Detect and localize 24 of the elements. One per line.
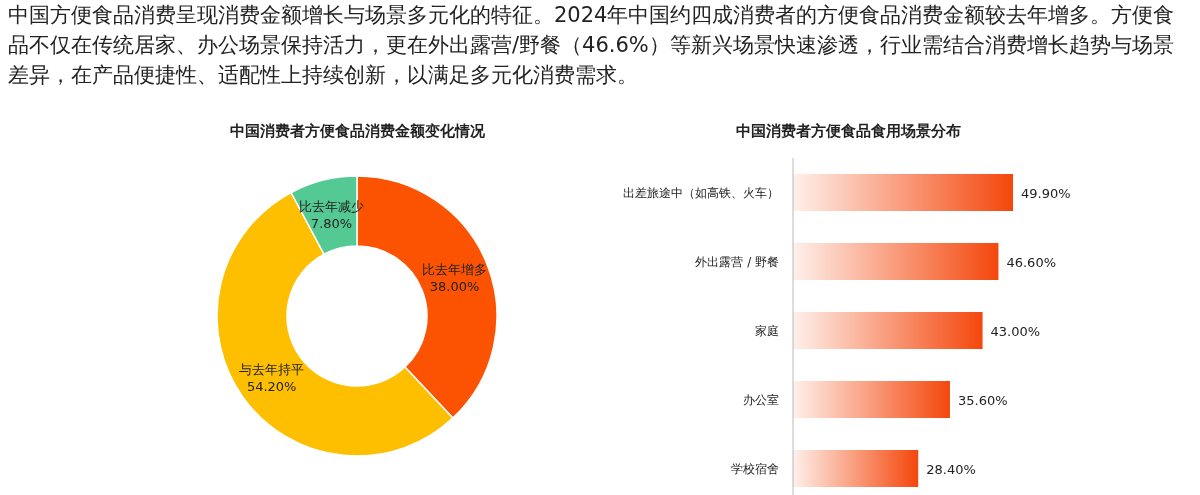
text: 中国方便食品消费呈现消费金额增长与场景多元化的特征。2024年中国约四成消费者的方便食品消费金额较去年增多。方便食品不仅在传统居家、办公场景保持活力，更在外出露营/野餐（46.6%）等新兴场景快速渗透，行业需结合消费增长趋势与场景差异，在产品便捷性、适配性上持续创新，以满足多元化消费需求。 (8, 2, 1176, 89)
bar (793, 381, 950, 418)
data-label: 38.00% (429, 279, 480, 295)
data-label: 43.00% (990, 323, 1041, 339)
y-tick-label: 出差旅途中（如高铁、火车） (623, 185, 779, 200)
bar (793, 243, 999, 280)
y-tick-label: 办公室 (743, 392, 779, 407)
data-label: 35.60% (957, 392, 1008, 408)
slice-label: 比去年增多 (422, 262, 488, 278)
data-label: 54.20% (246, 379, 297, 395)
slice-label: 与去年持平 (239, 362, 305, 378)
bar (793, 450, 919, 487)
chart-title: 中国消费者方便食品食用场景分布 (735, 122, 961, 140)
data-label: 7.80% (310, 216, 353, 232)
y-tick-label: 学校宿舍 (731, 461, 779, 476)
data-label: 28.40% (926, 461, 976, 477)
chart-title: 中国消费者方便食品消费金额变化情况 (229, 122, 486, 140)
bar (793, 174, 1013, 211)
data-label: 49.90% (1021, 185, 1071, 201)
data-label: 46.60% (1006, 254, 1057, 270)
y-tick-label: 外出露营 / 野餐 (695, 254, 779, 269)
bar (793, 312, 983, 349)
y-tick-label: 家庭 (755, 323, 779, 338)
slice-label: 比去年减少 (299, 199, 365, 215)
